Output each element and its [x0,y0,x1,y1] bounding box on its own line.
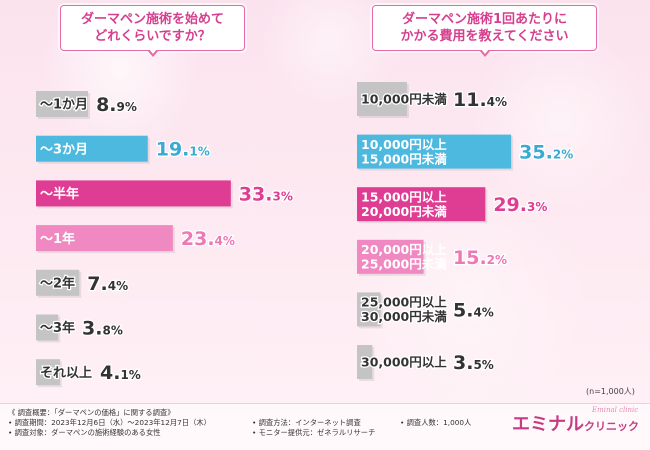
right-value-label-1: 35.2% [519,142,573,164]
right-bar-4 [357,292,381,327]
left-question-line-2: どれくらいですか？ [94,29,211,44]
left-category-label-6: それ以上 [40,366,92,381]
left-bar-5 [36,314,59,341]
right-value-label-3: 15.2% [453,247,507,269]
right-bar-0 [357,82,407,116]
right-category-label-2-line-1: 20,000円未満 [361,204,447,219]
left-question-line-1: ダーマペン施術を始めて [80,12,224,27]
left-bar-4 [36,269,80,296]
left-value-label-5: 3.8% [82,318,123,340]
right-category-label-4-line-1: 30,000円未満 [361,309,447,324]
right-category-label-3-line-0: 20,000円以上 [361,242,447,257]
right-category-label-1-line-1: 15,000円未満 [361,151,447,166]
right-category-label-4-line-0: 25,000円以上 [361,295,447,310]
right-category-label-2-line-0: 15,000円以上 [361,189,447,204]
survey-period: • 調査期間：2023年12月6日（水）〜2023年12月7日（木） [8,418,211,427]
left-bar-3 [36,225,173,252]
left-value-label-3: 23.4% [181,228,235,250]
right-value-label-0: 11.4% [453,89,507,111]
eminal-clinic-logo: エミナルクリニック Eminal clinic [512,406,639,440]
right-question-line-2: かかる費用を教えてください [400,29,569,44]
left-value-label-4: 7.4% [87,273,128,295]
right-bar-5 [357,345,373,379]
left-bar-6 [36,359,60,386]
left-category-label-0: 〜1か月 [40,98,88,113]
right-bar-2 [357,187,486,222]
left-category-label-4: 〜2年 [40,275,75,291]
right-category-label-5: 30,000円以上 [361,355,447,370]
left-value-label-6: 4.1% [100,362,141,384]
survey-monitor: • モニター提供元：ゼネラルリサーチ [252,428,376,437]
left-bar-2 [36,180,231,207]
left-value-label-0: 8.9% [96,94,137,116]
survey-count: • 調査人数：1,000人 [400,418,472,427]
left-question-bubble: ダーマペン施術を始めて どれくらいですか？ [60,5,245,57]
right-question-bubble: ダーマペン施術1回あたりに かかる費用を教えてください [372,5,597,57]
left-bar-0 [36,91,89,117]
left-bar-1 [36,135,148,162]
sample-size-note: (n=1,000人) [586,387,635,396]
right-value-label-5: 3.5% [453,352,494,374]
logo-main-text: エミナル [512,414,584,435]
left-category-label-2: 〜半年 [40,186,79,202]
right-category-label-3-line-1: 25,000円未満 [361,257,447,272]
left-category-label-1: 〜3か月 [40,142,88,157]
right-question-line-1: ダーマペン施術1回あたりに [401,12,568,27]
right-category-label-0: 10,000円未満 [361,92,447,107]
left-value-label-2: 33.3% [239,183,293,205]
logo-script-text: Eminal clinic [592,406,639,414]
survey-target: • 調査対象：ダーマペンの施術経験のある女性 [8,428,161,437]
right-bar-1 [357,134,512,169]
left-value-label-1: 19.1% [156,139,210,161]
logo-sub-text: クリニック [584,420,639,433]
survey-footer: 《 調査概要：「ダーマペンの価格」に関する調査》 • 調査期間：2023年12月… [0,403,650,450]
survey-overview: 《 調査概要：「ダーマペンの価格」に関する調査》 [8,408,175,417]
right-value-label-2: 29.3% [493,194,547,216]
left-category-label-5: 〜3年 [40,320,75,336]
left-category-label-3: 〜1年 [40,231,75,247]
survey-method: • 調査方法：インターネット調査 [252,418,361,427]
left-chart: 〜1か月 8.9% 〜3か月 19.1% 〜半年 33.3% 〜1年 23.4% 〜2年 7.4%… [36,91,294,388]
right-bar-3 [357,239,424,274]
right-value-label-4: 5.4% [453,299,494,321]
right-category-label-1-line-0: 10,000円以上 [361,137,447,152]
